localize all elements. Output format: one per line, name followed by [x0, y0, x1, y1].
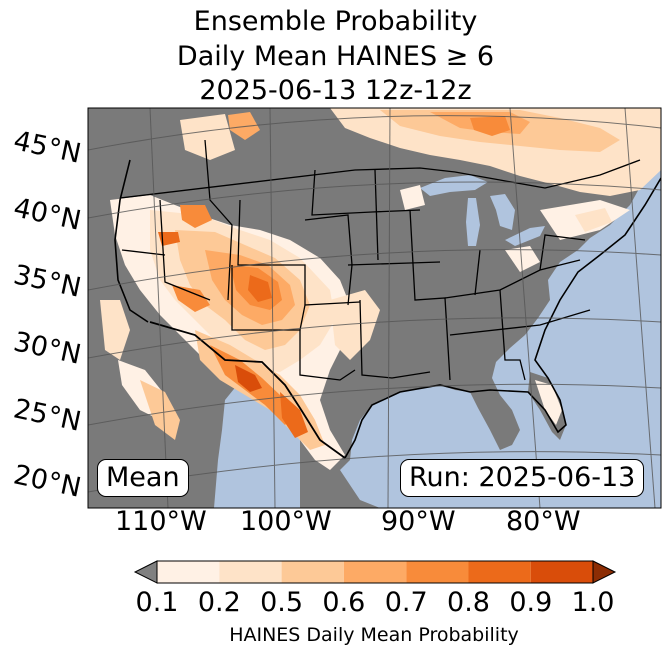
lon-label-90: 90°W — [381, 506, 456, 537]
colorbar-bin-1 — [219, 561, 282, 583]
colorbar-bin-3 — [343, 561, 407, 583]
colorbar-tick-3: 0.6 — [322, 587, 366, 618]
colorbar-tick-4: 0.7 — [384, 587, 428, 618]
colorbar-tick-1: 0.2 — [197, 587, 241, 618]
colorbar-tick-6: 0.9 — [509, 587, 553, 618]
colorbar-tick-7: 1.0 — [571, 587, 615, 618]
map-frame — [87, 107, 662, 509]
colorbar-bin-4 — [406, 561, 469, 583]
colorbar-bin-0 — [157, 561, 220, 583]
title-line-2: Daily Mean HAINES ≥ 6 — [176, 41, 495, 72]
colorbar-bin-5 — [468, 561, 531, 583]
colorbar-bin-2 — [281, 561, 344, 583]
colorbar-label: HAINES Daily Mean Probability — [229, 624, 519, 646]
colorbar-tick-2: 0.5 — [260, 587, 304, 618]
lake-superior — [420, 175, 488, 196]
title-line-1: Ensemble Probability — [193, 6, 478, 37]
stat-box-mean: Mean — [97, 459, 189, 497]
lake-erie — [505, 226, 545, 246]
lon-label-80: 80°W — [506, 506, 581, 537]
colorbar-tick-0: 0.1 — [135, 587, 179, 618]
lake-michigan — [466, 198, 480, 246]
probability-field — [100, 108, 661, 470]
lon-label-100: 100°W — [240, 506, 332, 537]
title-line-3: 2025-06-13 12z-12z — [199, 75, 472, 106]
lake-huron — [490, 194, 515, 230]
coastline — [114, 159, 661, 459]
colorbar-under-arrow — [133, 560, 158, 584]
map-figure — [87, 107, 662, 509]
run-date-box: Run: 2025-06-13 — [400, 459, 645, 497]
lon-label-110: 110°W — [115, 506, 207, 537]
colorbar-over-arrow — [592, 560, 617, 584]
colorbar-bin-6 — [530, 561, 594, 583]
state-borders — [119, 139, 641, 381]
graticule — [88, 108, 661, 508]
colorbar-frame — [156, 560, 594, 584]
colorbar-tick-5: 0.8 — [447, 587, 490, 618]
